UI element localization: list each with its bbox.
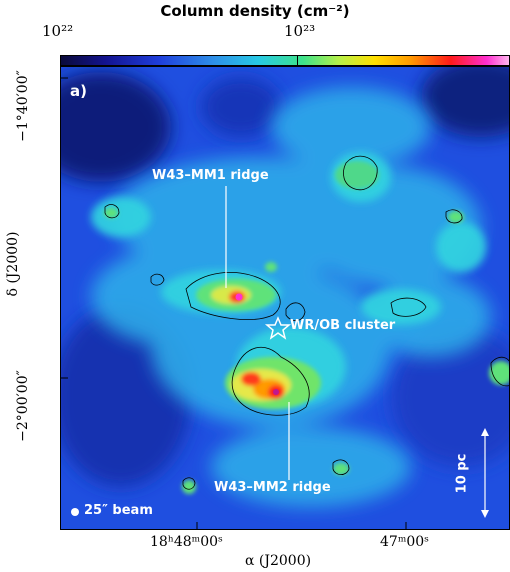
w43-mm2-ridge-label: W43–MM2 ridge	[214, 480, 331, 495]
beam-label: 25″ beam	[84, 503, 153, 518]
mm1-peak	[235, 293, 243, 301]
y-tick-minus1-40: −1°40′00″	[15, 70, 31, 142]
wr-ob-cluster-label: WR/OB cluster	[290, 318, 396, 333]
w43-mm1-ridge-label: W43–MM1 ridge	[152, 168, 269, 183]
mm2-peak	[273, 389, 279, 395]
star-icon	[264, 316, 292, 340]
panel-label: a)	[70, 82, 87, 100]
x-axis-label: α (J2000)	[245, 553, 312, 569]
beam-icon	[71, 508, 79, 516]
column-density-map	[60, 66, 510, 530]
colorbar-tick-1e22: 10²²	[42, 22, 74, 40]
scale-arrow-down-icon	[481, 510, 489, 518]
scale-arrow-up-icon	[481, 428, 489, 436]
colorbar-title: Column density (cm⁻²)	[160, 2, 350, 20]
colorbar-tick-1e23: 10²³	[284, 22, 316, 40]
x-tick-18h48m00s: 18ʰ48ᵐ00ˢ	[150, 534, 223, 550]
y-tick-minus2-00: −2°00′00″	[15, 370, 31, 442]
y-axis-label: δ (J2000)	[5, 231, 21, 297]
density-image	[61, 67, 509, 529]
colorbar-major-tick	[297, 55, 298, 66]
x-tick-47m00s: 47ᵐ00ˢ	[380, 534, 429, 550]
scale-bar-label: 10 pc	[454, 453, 470, 494]
